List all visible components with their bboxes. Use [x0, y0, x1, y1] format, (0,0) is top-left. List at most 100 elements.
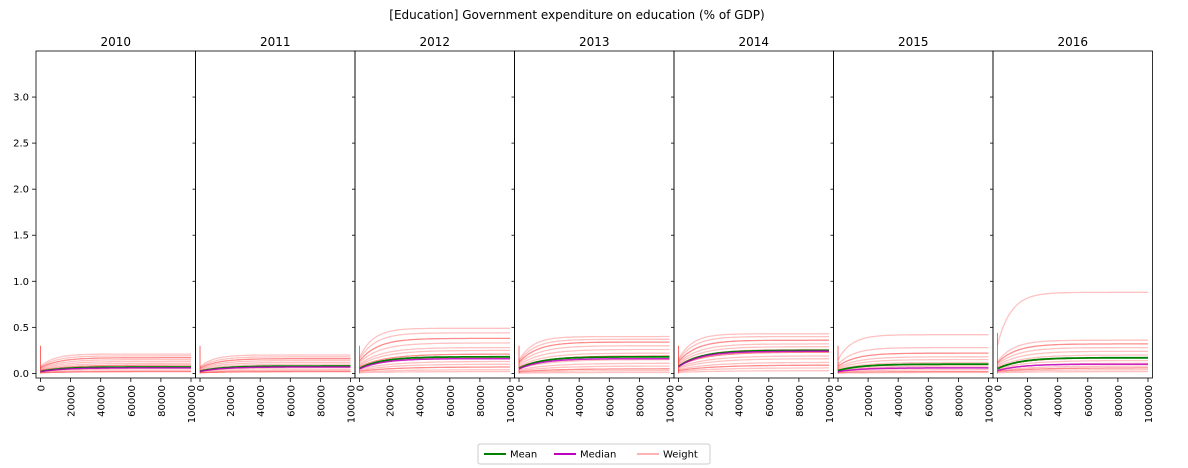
weight-line [997, 346, 1148, 365]
weight-line [40, 353, 191, 368]
x-tick-label: 60000 [127, 385, 138, 417]
x-tick-label: 0 [994, 385, 1005, 391]
x-tick-label: 80000 [316, 385, 327, 417]
weight-line [997, 354, 1148, 368]
y-tick-label: 1.0 [13, 277, 29, 288]
weight-line [40, 362, 191, 371]
x-tick-label: 40000 [575, 385, 586, 417]
weight-line [40, 355, 191, 368]
weight-line [40, 364, 191, 372]
x-tick-label: 0 [675, 385, 686, 391]
weight-line [518, 362, 670, 371]
median-line [678, 350, 829, 368]
mean-line [518, 355, 670, 370]
weight-line [518, 345, 670, 365]
weight-line [40, 358, 191, 370]
weight-line [677, 333, 829, 360]
x-tick-label: 0 [834, 385, 845, 391]
weight-line [359, 353, 510, 368]
weight-line [678, 364, 829, 372]
panel-title: 2013 [579, 35, 610, 49]
x-tick-label: 60000 [446, 385, 457, 417]
y-tick-label: 1.5 [13, 231, 29, 242]
weight-line [359, 369, 510, 373]
x-tick-label: 100000 [187, 385, 198, 423]
weight-line [518, 348, 670, 366]
x-tick-label: 60000 [605, 385, 616, 417]
x-tick-label: 80000 [795, 385, 806, 417]
x-tick-label: 40000 [97, 385, 108, 417]
panel-title: 2012 [419, 35, 450, 49]
weight-line [837, 371, 989, 374]
median-line [837, 367, 989, 373]
x-tick-label: 20000 [705, 385, 716, 417]
weight-line [838, 370, 989, 374]
series-group [996, 291, 1149, 374]
x-tick-label: 80000 [1114, 385, 1125, 417]
x-tick-label: 20000 [386, 385, 397, 417]
weight-line [518, 365, 670, 372]
panel-2014: 2014 0 20000 40000 60000 80000 100000 [671, 35, 836, 423]
y-tick-label: 0.0 [13, 369, 29, 380]
weight-line [359, 337, 510, 362]
weight-line [40, 370, 191, 374]
x-tick-label: 100000 [346, 385, 357, 423]
panel-2011: 2011 0 20000 40000 60000 80000 100000 [192, 35, 357, 423]
x-tick-label: 0 [356, 385, 367, 391]
weight-line [40, 357, 191, 369]
panel-frame [195, 50, 356, 379]
weight-line [199, 361, 351, 371]
series-group [358, 327, 510, 374]
weight-line [359, 342, 510, 364]
x-tick-label: 0 [196, 385, 207, 391]
x-tick-label: 60000 [924, 385, 935, 417]
x-tick-label: 100000 [506, 385, 517, 423]
weight-line [837, 356, 989, 369]
series-group [199, 345, 351, 374]
weight-line [837, 334, 989, 361]
panel-2013: 2013 0 20000 40000 60000 80000 100000 [511, 35, 676, 423]
legend-label-weight: Weight [663, 450, 698, 461]
x-tick-label: 80000 [476, 385, 487, 417]
legend-label-median: Median [580, 450, 616, 461]
weight-line [997, 365, 1148, 372]
weight-line [678, 355, 829, 368]
weight-line [996, 291, 1148, 346]
legend-label-mean: Mean [510, 450, 537, 461]
panel-title: 2016 [1057, 35, 1088, 49]
panel-frame [514, 50, 675, 379]
series-group [837, 334, 989, 374]
mean-line [837, 363, 989, 372]
weight-line [678, 361, 829, 371]
weight-line [359, 370, 510, 374]
weight-line [199, 356, 351, 369]
weight-line [199, 369, 351, 373]
weight-line [678, 367, 829, 373]
weight-line [518, 352, 670, 367]
weight-line [40, 360, 191, 370]
weight-line [997, 350, 1148, 367]
panel-title: 2015 [898, 35, 929, 49]
weight-line [519, 370, 670, 374]
weight-line [518, 338, 670, 362]
x-tick-label: 40000 [256, 385, 267, 417]
x-tick-label: 20000 [226, 385, 237, 417]
weight-line [518, 368, 670, 373]
median-line [199, 366, 351, 373]
x-tick-label: 20000 [864, 385, 875, 417]
weight-line [518, 341, 670, 363]
x-tick-label: 40000 [1054, 385, 1065, 417]
panel-2015: 2015 0 20000 40000 60000 80000 100000 [830, 35, 995, 423]
x-tick-label: 60000 [765, 385, 776, 417]
mean-line [359, 355, 510, 370]
panel-2016: 2016 0 20000 40000 60000 80000 100000 [990, 35, 1155, 423]
x-tick-label: 40000 [735, 385, 746, 417]
x-tick-label: 80000 [157, 385, 168, 417]
median-line [997, 363, 1148, 372]
x-tick-label: 40000 [894, 385, 905, 417]
weight-line [199, 367, 351, 373]
panel-frame [833, 50, 994, 379]
y-tick-label: 0.5 [13, 323, 29, 334]
weight-line [359, 349, 510, 366]
x-tick-label: 60000 [286, 385, 297, 417]
